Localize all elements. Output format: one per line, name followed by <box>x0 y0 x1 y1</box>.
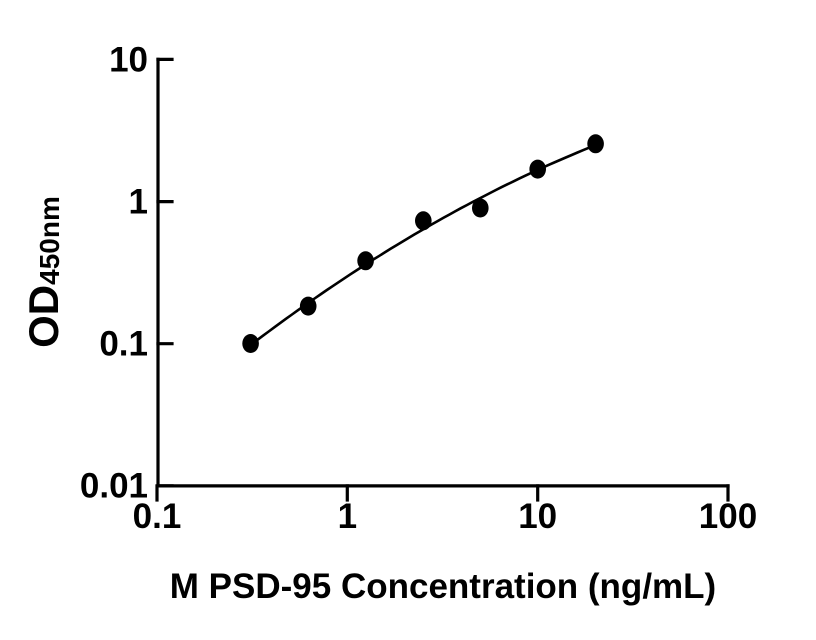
svg-text:10: 10 <box>518 497 557 536</box>
svg-text:0.1: 0.1 <box>99 325 148 364</box>
svg-text:10: 10 <box>109 41 148 80</box>
svg-text:100: 100 <box>699 497 757 536</box>
svg-text:M PSD-95 Concentration (ng/mL): M PSD-95 Concentration (ng/mL) <box>170 567 716 606</box>
svg-text:0.1: 0.1 <box>133 497 182 536</box>
svg-text:1: 1 <box>338 497 357 536</box>
svg-text:1: 1 <box>129 183 148 222</box>
